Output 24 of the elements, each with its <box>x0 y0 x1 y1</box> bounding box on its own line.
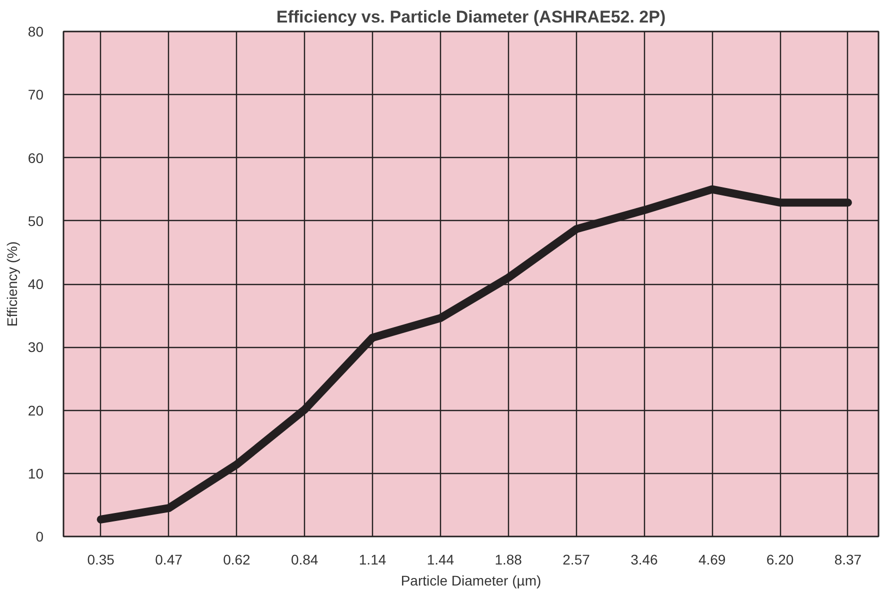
y-tick-label: 70 <box>28 86 44 103</box>
chart-title: Efficiency vs. Particle Diameter (ASHRAE52. 2P) <box>276 8 666 26</box>
x-tick-label: 3.46 <box>630 552 658 568</box>
y-tick-label: 50 <box>28 212 44 229</box>
x-tick-label: 0.35 <box>87 552 115 568</box>
y-tick-label: 20 <box>28 402 44 418</box>
x-tick-label: 1.88 <box>494 552 522 568</box>
y-tick-label: 60 <box>28 150 44 166</box>
y-tick-label: 80 <box>28 24 44 40</box>
x-tick-label: 8.37 <box>834 552 862 568</box>
y-tick-label: 30 <box>28 339 44 356</box>
x-tick-label: 4.69 <box>698 552 726 568</box>
x-axis-title: Particle Diameter (µm) <box>400 572 542 588</box>
x-tick-label: 1.44 <box>426 552 454 568</box>
x-tick-label: 0.47 <box>155 552 183 568</box>
y-tick-label: 40 <box>28 276 44 292</box>
y-tick-label: 0 <box>36 528 44 544</box>
y-axis-title: Efficiency (%) <box>4 241 20 327</box>
x-tick-label: 2.57 <box>562 552 590 568</box>
y-tick-label: 10 <box>28 465 44 482</box>
x-tick-label: 6.20 <box>766 552 794 568</box>
x-tick-label: 0.84 <box>290 552 318 568</box>
x-tick-label: 0.62 <box>223 552 251 568</box>
x-tick-label: 1.14 <box>358 552 386 568</box>
